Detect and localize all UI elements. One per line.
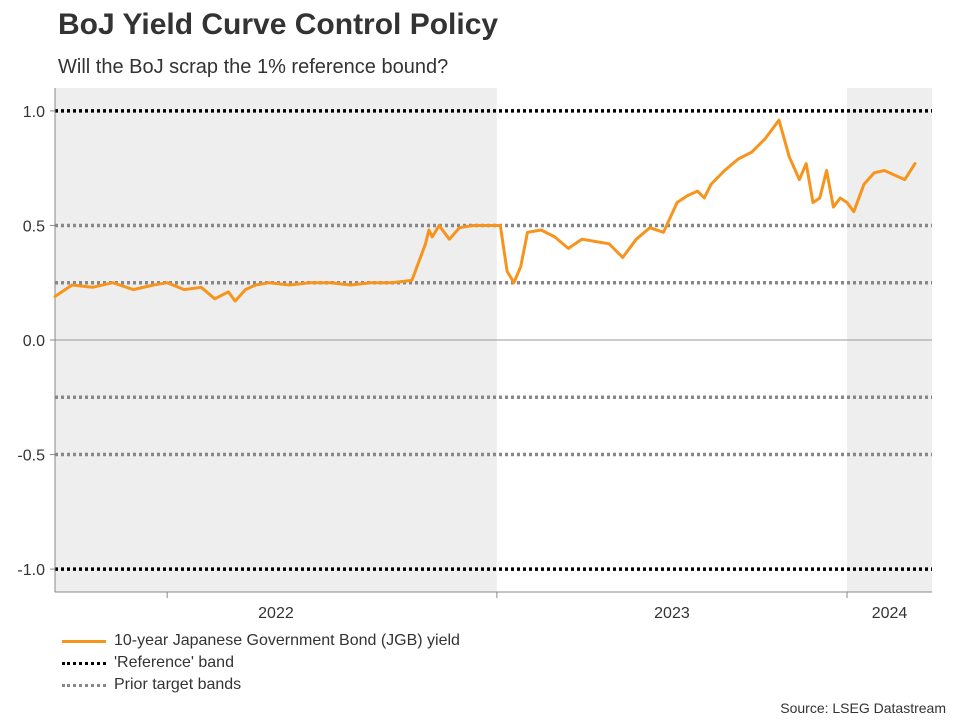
legend-swatch-prior <box>62 683 106 687</box>
legend-item-yield: 10-year Japanese Government Bond (JGB) y… <box>62 630 460 652</box>
axes: 1.0 0.5 0.0 -0.5 -1.0 2022 2023 2024 <box>17 88 932 622</box>
y-tick-label-3: -0.5 <box>17 448 45 465</box>
x-tick-label-2: 2024 <box>872 605 908 622</box>
y-tick-label-1: 0.5 <box>23 218 45 235</box>
band-lines <box>55 109 932 571</box>
legend-item-prior: Prior target bands <box>62 674 460 696</box>
legend-swatch-yield <box>62 639 106 643</box>
series <box>53 118 917 303</box>
y-tick-label-4: -1.0 <box>17 562 45 579</box>
chart-title: BoJ Yield Curve Control Policy <box>58 8 499 41</box>
legend-label-yield: 10-year Japanese Government Bond (JGB) y… <box>114 632 460 649</box>
legend-label-reference: 'Reference' band <box>114 654 234 671</box>
legend-item-reference: 'Reference' band <box>62 652 460 674</box>
chart-subtitle: Will the BoJ scrap the 1% reference boun… <box>58 56 449 78</box>
x-tick-label-0: 2022 <box>258 605 294 622</box>
legend-swatch-reference <box>62 661 106 665</box>
legend-label-prior: Prior target bands <box>114 676 242 693</box>
y-tick-label-2: 0.0 <box>23 333 45 350</box>
source-note: Source: LSEG Datastream <box>780 700 946 716</box>
x-tick-label-1: 2023 <box>654 605 690 622</box>
y-tick-label-0: 1.0 <box>23 104 45 121</box>
legend: 10-year Japanese Government Bond (JGB) y… <box>62 630 460 696</box>
